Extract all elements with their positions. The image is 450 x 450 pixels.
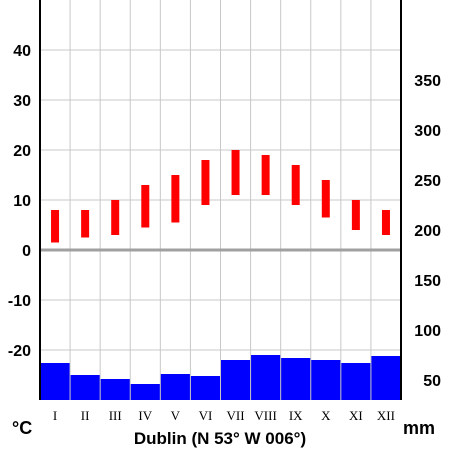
temperature-tick-label: 20	[13, 143, 31, 160]
precipitation-bar	[100, 379, 131, 400]
temperature-bar	[321, 180, 330, 218]
month-label: XII	[377, 408, 395, 423]
precipitation-tick-label: 350	[414, 73, 441, 90]
chart-grid	[40, 0, 401, 400]
temperature-bars	[51, 150, 390, 243]
temperature-bar	[381, 210, 390, 235]
month-label: X	[321, 408, 331, 423]
month-label: VI	[199, 408, 213, 423]
plot-frame	[39, 0, 402, 400]
temperature-bar	[81, 210, 90, 238]
month-label: IX	[289, 408, 303, 423]
temperature-tick-label: 10	[13, 193, 31, 210]
precipitation-tick-label: 300	[414, 123, 441, 140]
temperature-bar	[51, 210, 60, 243]
precipitation-bar	[340, 363, 371, 400]
temperature-bar	[291, 165, 300, 205]
precipitation-bar	[250, 355, 281, 400]
precipitation-tick-label: 50	[423, 373, 441, 390]
temperature-tick-label: 40	[13, 43, 31, 60]
month-label: VIII	[254, 408, 276, 423]
month-label: V	[171, 408, 181, 423]
precipitation-bars	[40, 355, 401, 400]
temperature-unit-label: °C	[12, 418, 32, 438]
precipitation-bar	[220, 360, 251, 400]
precipitation-bar	[280, 358, 311, 400]
temperature-axis: 40 30 20 10 0 -10 -20	[8, 43, 31, 360]
temperature-bar	[351, 200, 360, 230]
precipitation-bar	[70, 375, 101, 400]
temperature-tick-label: -20	[8, 343, 31, 360]
precipitation-bar	[40, 363, 71, 400]
temperature-bar	[201, 160, 210, 205]
precipitation-tick-label: 200	[414, 223, 441, 240]
temperature-bar	[171, 175, 180, 223]
month-label: III	[109, 408, 122, 423]
chart-title: Dublin (N 53° W 006°)	[134, 429, 306, 448]
month-label: IV	[138, 408, 152, 423]
month-label: I	[53, 408, 57, 423]
precipitation-tick-label: 100	[414, 323, 441, 340]
temperature-tick-label: 30	[13, 93, 31, 110]
month-label: VII	[227, 408, 245, 423]
precipitation-unit-label: mm	[403, 418, 435, 438]
temperature-bar	[231, 150, 240, 195]
month-label: II	[81, 408, 90, 423]
temperature-bar	[261, 155, 270, 195]
precipitation-axis: 350 300 250 200 150 100 50	[414, 73, 441, 390]
month-label: XI	[349, 408, 363, 423]
month-axis: I II III IV V VI VII VIII IX X XI XII	[53, 408, 395, 423]
precipitation-tick-label: 150	[414, 273, 441, 290]
temperature-tick-label: 0	[22, 243, 31, 260]
precipitation-bar	[160, 374, 191, 400]
temperature-tick-label: -10	[8, 293, 31, 310]
temperature-bar	[111, 200, 120, 235]
temperature-bar	[141, 185, 150, 228]
precipitation-bar	[190, 376, 221, 400]
precipitation-bar	[370, 356, 401, 400]
precipitation-bar	[130, 384, 161, 400]
precipitation-bar	[310, 360, 341, 400]
precipitation-tick-label: 250	[414, 173, 441, 190]
